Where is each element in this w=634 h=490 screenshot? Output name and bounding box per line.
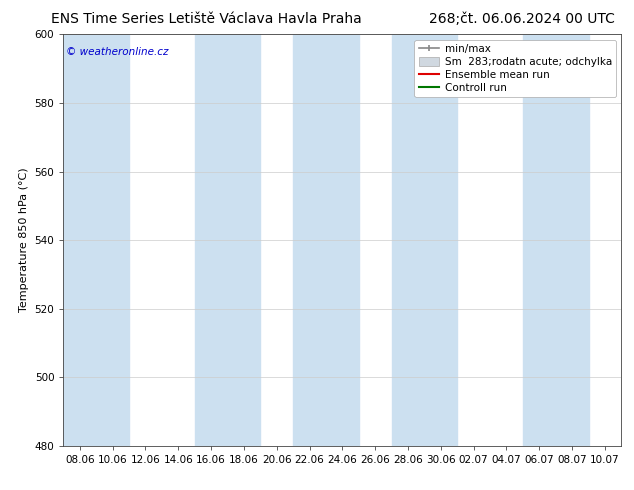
Text: 268;čt. 06.06.2024 00 UTC: 268;čt. 06.06.2024 00 UTC: [429, 12, 615, 26]
Bar: [195, 34, 261, 446]
Bar: [63, 34, 129, 446]
Bar: [392, 34, 457, 446]
Legend: min/max, Sm  283;rodatn acute; odchylka, Ensemble mean run, Controll run: min/max, Sm 283;rodatn acute; odchylka, …: [415, 40, 616, 97]
Text: ENS Time Series Letiště Václava Havla Praha: ENS Time Series Letiště Václava Havla Pr…: [51, 12, 361, 26]
Bar: [523, 34, 588, 446]
Y-axis label: Temperature 850 hPa (°C): Temperature 850 hPa (°C): [19, 168, 29, 313]
Bar: [293, 34, 359, 446]
Text: © weatheronline.cz: © weatheronline.cz: [66, 47, 169, 57]
